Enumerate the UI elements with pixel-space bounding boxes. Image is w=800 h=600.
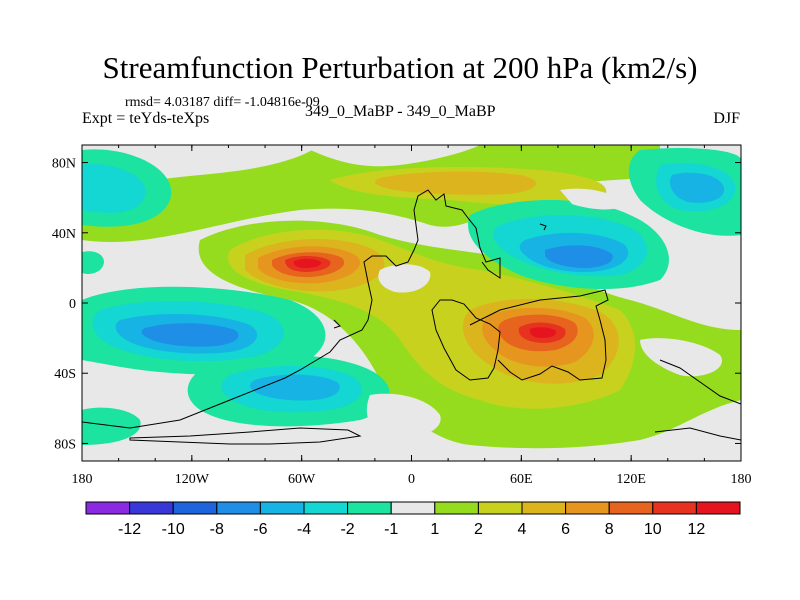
x-tick-label: 180 bbox=[731, 472, 752, 487]
x-tick-label: 120W bbox=[175, 472, 210, 487]
contour-neg-nw-4 bbox=[82, 164, 146, 213]
contour-neutral-3 bbox=[640, 338, 722, 377]
contour-fill-layer bbox=[82, 145, 741, 449]
colorbar-label: -1 bbox=[384, 521, 398, 538]
contour-neutral-4 bbox=[690, 297, 741, 325]
colorbar-label: 10 bbox=[644, 521, 662, 538]
figure-title: Streamfunction Perturbation at 200 hPa (… bbox=[102, 50, 698, 85]
colorbar-label: -10 bbox=[162, 521, 185, 538]
y-tick-label: 40S bbox=[54, 367, 76, 382]
contour-neg-w-small bbox=[82, 251, 104, 274]
contour-neg-sw bbox=[82, 407, 141, 445]
x-tick-labels: 180 120W 60W 0 60E 120E 180 bbox=[72, 472, 752, 487]
y-tick-label: 80S bbox=[54, 437, 76, 452]
colorbar-label: -4 bbox=[297, 521, 311, 538]
colorbar: -12 -10 -8 -6 -4 -2 -1 1 2 4 6 8 10 12 bbox=[85, 501, 741, 538]
contour-neg-asia-8 bbox=[545, 245, 613, 268]
colorbar-swatch bbox=[303, 501, 349, 515]
axis-ticks bbox=[81, 145, 742, 461]
x-tick-label: 60W bbox=[288, 472, 316, 487]
stats-text: rmsd= 4.03187 diff= -1.04816e-09 bbox=[125, 95, 320, 110]
experiment-label: Expt = teYds-teXps bbox=[82, 110, 210, 127]
colorbar-swatch bbox=[434, 501, 479, 515]
colorbar-swatch bbox=[608, 501, 654, 515]
contour-neg-spac-8 bbox=[141, 323, 239, 347]
colorbar-swatch bbox=[85, 501, 131, 515]
y-tick-label: 0 bbox=[69, 297, 76, 312]
colorbar-label: -8 bbox=[210, 521, 224, 538]
contour-pos-north-6 bbox=[375, 171, 537, 195]
colorbar-swatch bbox=[172, 501, 218, 515]
colorbar-swatch bbox=[390, 501, 436, 515]
contour-neg-ne-6 bbox=[669, 172, 725, 203]
colorbar-label: 12 bbox=[688, 521, 706, 538]
colorbar-swatch bbox=[521, 501, 567, 515]
season-label: DJF bbox=[713, 110, 740, 127]
colorbar-label: 2 bbox=[474, 521, 483, 538]
x-tick-label: 180 bbox=[72, 472, 93, 487]
contour-neutral-1 bbox=[560, 188, 625, 210]
y-tick-label: 80N bbox=[52, 157, 76, 172]
colorbar-label: -6 bbox=[253, 521, 267, 538]
colorbar-label: 4 bbox=[518, 521, 527, 538]
colorbar-swatch bbox=[129, 501, 174, 515]
colorbar-swatch bbox=[695, 501, 741, 515]
contour-neutral-5 bbox=[366, 393, 441, 439]
contour-neutral-0 bbox=[300, 145, 480, 167]
colorbar-swatch bbox=[259, 501, 305, 515]
colorbar-label: 8 bbox=[605, 521, 614, 538]
x-tick-label: 120E bbox=[616, 472, 646, 487]
colorbar-swatch bbox=[477, 501, 523, 515]
contour-neg-satl-6 bbox=[250, 374, 340, 401]
coastline bbox=[82, 189, 741, 445]
colorbar-swatch bbox=[652, 501, 697, 515]
x-tick-label: 0 bbox=[408, 472, 415, 487]
colorbar-swatch bbox=[565, 501, 610, 515]
colorbar-swatch bbox=[216, 501, 261, 515]
contour-max-africa bbox=[529, 327, 557, 338]
x-tick-label: 60E bbox=[510, 472, 533, 487]
colorbar-label: 6 bbox=[561, 521, 570, 538]
colorbar-swatch bbox=[347, 501, 392, 515]
colorbar-label: -12 bbox=[118, 521, 141, 538]
contour-max-atlantic bbox=[293, 258, 322, 268]
y-tick-labels: 80N 40N 0 40S 80S bbox=[52, 157, 76, 453]
contour-neutral-2 bbox=[378, 264, 431, 293]
y-tick-label: 40N bbox=[52, 227, 76, 242]
colorbar-label: -2 bbox=[340, 521, 354, 538]
case-label: 349_0_MaBP - 349_0_MaBP bbox=[305, 103, 496, 120]
colorbar-label: 1 bbox=[430, 521, 439, 538]
